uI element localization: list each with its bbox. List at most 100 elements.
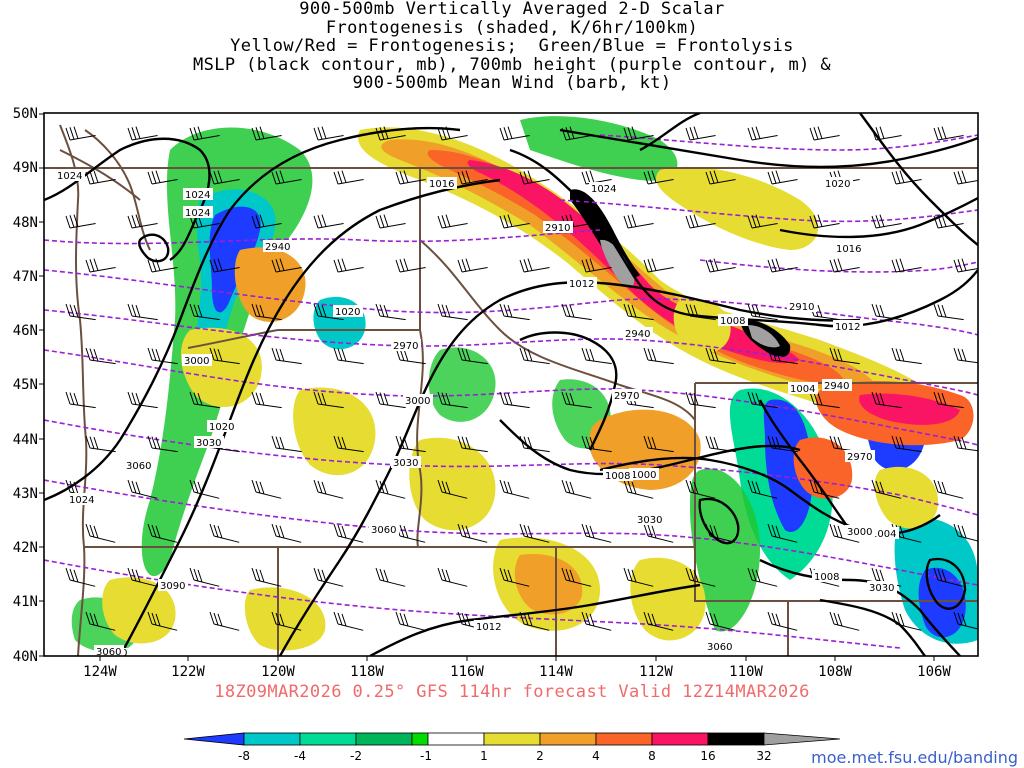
wind-barb [313, 479, 344, 499]
wind-barb [437, 126, 468, 141]
height-label: 2940 [263, 240, 293, 253]
lat-tick-label: 50N [13, 106, 38, 122]
wind-barb [499, 126, 530, 141]
colorbar-swatch [299, 732, 357, 746]
mslp-label: 1024 [67, 493, 97, 506]
wind-barb [65, 214, 96, 229]
wind-barb [85, 347, 116, 365]
wind-barb [457, 170, 488, 185]
wind-barb [767, 523, 798, 543]
wind-barb [623, 567, 654, 587]
svg-text:1004: 1004 [790, 384, 815, 395]
wind-barb [705, 347, 736, 365]
wind-barb [457, 347, 488, 365]
svg-text:1008: 1008 [814, 572, 839, 583]
wind-barb [623, 126, 654, 141]
wind-barb [623, 479, 654, 499]
credit-link[interactable]: moe.met.fsu.edu/banding [811, 748, 1018, 767]
wind-barb [313, 303, 344, 321]
height-contours [44, 134, 978, 649]
wind-barb [395, 347, 426, 365]
mslp-label: 1020 [823, 177, 853, 190]
wind-barb [519, 611, 550, 631]
wind-barb [747, 126, 778, 141]
svg-text:3060: 3060 [96, 647, 121, 658]
wind-barb [457, 258, 488, 273]
wind-barb [809, 126, 840, 141]
wind-barb [809, 391, 840, 409]
mslp-label: 1004 [788, 382, 818, 395]
wind-barb [705, 170, 736, 185]
wind-barb [189, 303, 220, 321]
wind-barb [499, 479, 530, 499]
lon-tick-label: 106W [917, 664, 951, 680]
wind-barb [767, 611, 798, 631]
wind-barb [519, 523, 550, 543]
lat-tick-label: 43N [13, 486, 38, 502]
mslp-label: 1024 [183, 188, 213, 201]
wind-barb [643, 435, 674, 453]
wind-barb [499, 303, 530, 321]
colorbar-swatch [763, 732, 841, 746]
mslp-label: 1008 [812, 570, 842, 583]
wind-barb [147, 611, 178, 631]
height-label: 3030 [635, 513, 665, 526]
title-line-2: Frontogenesis (shaded, K/6hr/100km) [325, 17, 699, 38]
height-label: 3030 [867, 581, 897, 594]
wind-barb [147, 523, 178, 543]
wind-barb [457, 523, 488, 543]
wind-barb [251, 126, 282, 141]
wind-barb [829, 347, 860, 365]
wind-barb [65, 567, 96, 587]
svg-text:3090: 3090 [160, 581, 185, 592]
svg-text:1024: 1024 [57, 171, 82, 182]
svg-text:1016: 1016 [836, 244, 861, 255]
wind-barb [643, 170, 674, 185]
height-label: 3060 [705, 640, 735, 653]
lon-tick-label: 120W [261, 664, 295, 680]
svg-text:1008: 1008 [720, 316, 745, 327]
political-borders [44, 124, 978, 656]
colorbar-swatch [411, 732, 429, 746]
wind-barb [747, 567, 778, 587]
height-label: 2940 [822, 379, 852, 392]
wind-barb [871, 214, 902, 229]
svg-text:2970: 2970 [393, 341, 418, 352]
mslp-label: 1024 [55, 169, 85, 182]
wind-barb [581, 435, 612, 453]
wind-barb [933, 303, 964, 321]
wind-barb [127, 303, 158, 321]
wind-barb [189, 567, 220, 587]
svg-text:1012: 1012 [476, 622, 501, 633]
wind-barb [85, 258, 116, 273]
latitude-axis: 50N 49N 48N 47N 46N 45N 44N 43N 42N 41N … [13, 106, 44, 665]
height-label: 2940 [623, 327, 653, 340]
wind-barb [643, 347, 674, 365]
wind-barb [809, 214, 840, 229]
wind-barb [375, 391, 406, 409]
wind-barb [65, 391, 96, 409]
lat-tick-label: 44N [13, 432, 38, 448]
wind-barb [127, 479, 158, 499]
height-label: 3060 [369, 523, 399, 536]
wind-barb [581, 347, 612, 365]
colorbar-label: -8 [238, 749, 250, 763]
svg-text:2940: 2940 [625, 329, 650, 340]
wind-barb [643, 258, 674, 273]
wind-barb [85, 435, 116, 453]
colorbar-swatch [707, 732, 765, 746]
wind-barb [829, 258, 860, 273]
mslp-label: 1024 [589, 182, 619, 195]
wind-barb [147, 435, 178, 453]
wind-barb [561, 479, 592, 499]
mslp-label: 1024 [183, 206, 213, 219]
lon-tick-label: 114W [539, 664, 573, 680]
wind-barb [147, 258, 178, 273]
svg-text:3000: 3000 [405, 396, 430, 407]
colorbar-label: 4 [592, 749, 600, 763]
wind-barb [395, 170, 426, 185]
svg-text:1012: 1012 [569, 279, 594, 290]
wind-barb [767, 258, 798, 273]
wind-barb [333, 611, 364, 631]
wind-barb [395, 435, 426, 453]
